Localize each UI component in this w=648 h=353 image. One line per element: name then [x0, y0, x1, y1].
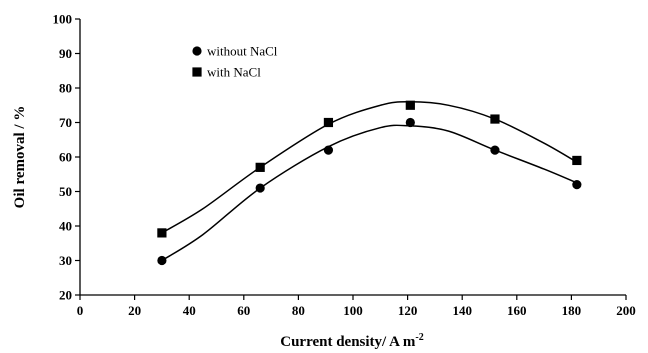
y-tick-label: 50	[59, 184, 72, 199]
x-axis-title: Current density/ A m-2	[280, 332, 424, 350]
y-tick-label: 90	[59, 46, 72, 61]
legend: without NaCl with NaCl	[192, 44, 278, 80]
x-tick-label: 180	[562, 303, 582, 318]
x-axis-title-superscript: -2	[415, 332, 423, 343]
point-with-nacl	[255, 162, 265, 172]
point-without-nacl	[323, 145, 334, 155]
point-without-nacl	[405, 117, 415, 128]
tick-marks	[75, 18, 627, 300]
point-without-nacl	[490, 145, 500, 155]
point-with-nacl	[405, 100, 415, 110]
x-tick-label: 160	[507, 303, 527, 318]
legend-label: with NaCl	[207, 65, 261, 80]
x-tick-label: 140	[452, 303, 472, 318]
point-with-nacl	[323, 117, 334, 128]
x-tick-label: 100	[343, 303, 363, 318]
axes	[79, 19, 626, 296]
y-tick-label: 40	[59, 219, 72, 234]
fit-curve-with-nacl	[161, 101, 578, 234]
y-axis-title: Oil removal / %	[12, 106, 28, 209]
y-tick-label: 80	[59, 81, 72, 96]
point-with-nacl	[572, 155, 582, 166]
x-tick-label: 60	[237, 303, 250, 318]
fit-curves	[161, 101, 578, 262]
x-tick-label: 120	[398, 303, 418, 318]
point-without-nacl	[572, 180, 582, 190]
x-tick-label: 40	[183, 303, 196, 318]
y-tick-label: 30	[59, 253, 72, 268]
y-tick-label: 60	[59, 150, 72, 165]
tick-labels: 0 20 40 60 80 100 120 140 160 180 200 20 30 40 50 60 70 8…	[53, 12, 636, 319]
data-points	[157, 100, 582, 266]
point-without-nacl	[157, 255, 167, 266]
x-tick-label: 20	[128, 303, 141, 318]
point-with-nacl	[490, 114, 500, 124]
x-tick-label: 80	[292, 303, 305, 318]
y-tick-label: 100	[53, 12, 73, 27]
legend-label: without NaCl	[207, 44, 278, 59]
legend-marker-circle	[192, 46, 202, 56]
fit-curve-without-nacl	[161, 124, 578, 262]
y-tick-label: 20	[59, 288, 72, 303]
legend-marker-square	[192, 67, 202, 77]
x-tick-label: 200	[616, 303, 636, 318]
y-tick-label: 70	[59, 115, 72, 130]
point-with-nacl	[157, 228, 167, 238]
x-axis-title-main: Current density/ A m	[280, 334, 416, 350]
x-tick-label: 0	[77, 303, 84, 318]
point-without-nacl	[255, 183, 265, 193]
